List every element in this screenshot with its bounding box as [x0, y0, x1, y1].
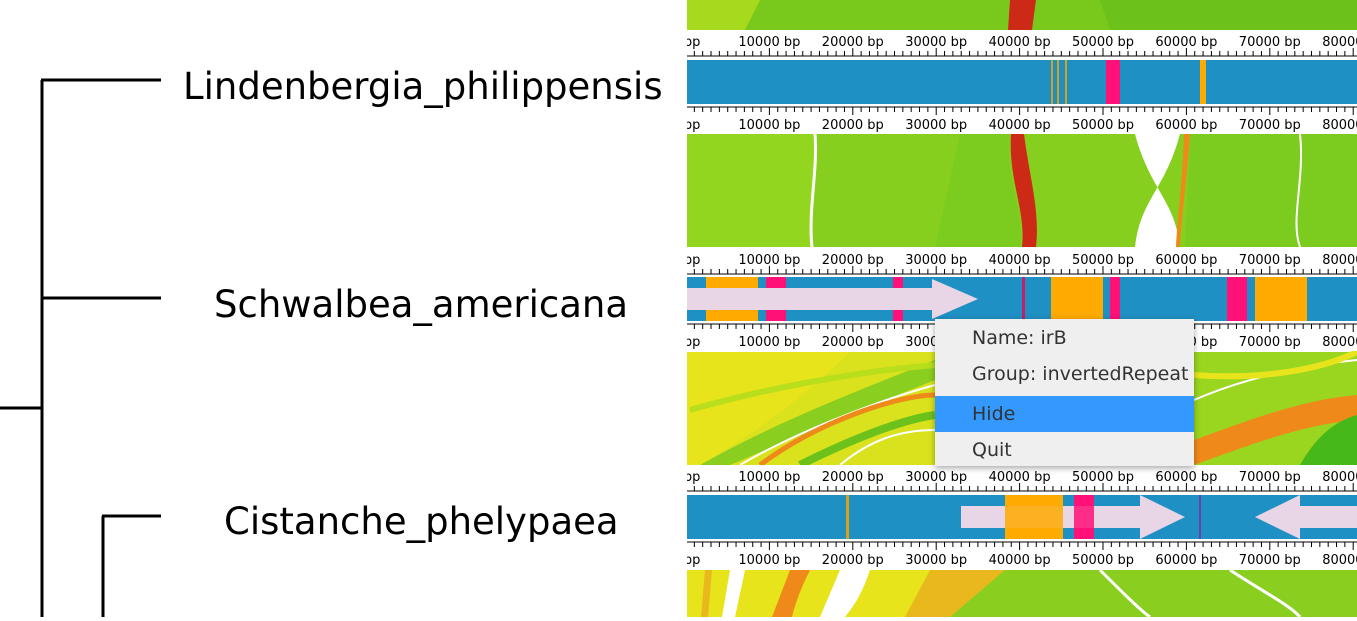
ruler-tick-label: 60000 bp [1155, 253, 1217, 268]
synteny-band-top [687, 0, 1357, 30]
ruler-tick-label: 0 bp [672, 553, 701, 568]
ruler-tick-label: 60000 bp [1155, 470, 1217, 485]
ruler-tick-label: 40000 bp [989, 253, 1051, 268]
ruler-tick-label: 30000 bp [905, 253, 967, 268]
ruler-background [687, 248, 1357, 278]
ruler-tick-label: 20000 bp [822, 335, 884, 350]
synteny-band-bottom [687, 568, 1357, 617]
ruler-tick-label: 50000 bp [1072, 470, 1134, 485]
ruler-tick-label: 50000 bp [1072, 553, 1134, 568]
ruler-background [687, 539, 1357, 569]
ruler-tick-label: 50000 bp [1072, 118, 1134, 133]
ruler-tick-label: 60000 bp [1155, 118, 1217, 133]
ruler-tick-label: 40000 bp [989, 553, 1051, 568]
ruler-tick-label: 20000 bp [822, 118, 884, 133]
ruler-tick-label: 30000 bp [905, 470, 967, 485]
ruler-tick-label: 10000 bp [738, 553, 800, 568]
context-menu: Name: irB Group: invertedRepeat Hide Qui… [935, 319, 1194, 466]
menu-item-hide[interactable]: Hide [935, 396, 1194, 432]
feature-arrow-irb-cistanche[interactable] [1255, 495, 1357, 539]
ruler-tick-label: 70000 bp [1239, 553, 1301, 568]
ruler-tick-label: 30000 bp [905, 35, 967, 50]
ruler-tick-label: 70000 bp [1239, 253, 1301, 268]
ruler-tick-label: 60000 bp [1155, 553, 1217, 568]
phylogenetic-tree [0, 78, 161, 617]
ruler-tick-label: 30000 bp [905, 553, 967, 568]
genome-track-lindenbergia [687, 60, 1357, 104]
ruler-tick-label: 40000 bp [989, 470, 1051, 485]
ruler-tick-label: 0 bp [672, 335, 701, 350]
ruler-tick-label: 20000 bp [822, 253, 884, 268]
ruler-tick-label: 10000 bp [738, 118, 800, 133]
menu-item-group: Group: invertedRepeat [972, 363, 1189, 385]
genome-track-cistanche [687, 495, 1357, 539]
ruler-tick-label: 20000 bp [822, 470, 884, 485]
ruler-tick-label: 50000 bp [1072, 253, 1134, 268]
ruler-tick-label: 0 bp [672, 470, 701, 485]
feature-arrow-irb[interactable] [687, 279, 978, 319]
ruler-background [687, 104, 1357, 134]
ruler-tick-label: 0 bp [672, 118, 701, 133]
menu-item-quit[interactable]: Quit [972, 439, 1012, 461]
ruler-tick-label: 10000 bp [738, 253, 800, 268]
taxon-label-cistanche: Cistanche_phelypaea [224, 500, 619, 543]
ruler-tick-label: 40000 bp [989, 35, 1051, 50]
menu-item-name: Name: irB [972, 327, 1067, 349]
synteny-panel: 0 bp 10000 bp 20000 bp 30000 bp 40000 bp 5000… [672, 0, 1357, 617]
ruler-tick-label: 40000 bp [989, 118, 1051, 133]
taxon-label-schwalbea: Schwalbea_americana [214, 283, 629, 326]
ruler-background [687, 30, 1357, 60]
synteny-band-lindenbergia-schwalbea [687, 133, 1357, 248]
ruler-tick-label: 10000 bp [738, 335, 800, 350]
genome-track-schwalbea [687, 277, 1357, 321]
ruler-tick-label: 10000 bp [738, 35, 800, 50]
ruler-tick-label: 0 bp [672, 35, 701, 50]
ruler-tick-label: 10000 bp [738, 470, 800, 485]
ruler-tick-label: 70000 bp [1239, 470, 1301, 485]
ruler-tick-label: 70000 bp [1239, 118, 1301, 133]
ruler-background [687, 465, 1357, 495]
ruler-tick-label: 0 bp [672, 253, 701, 268]
taxon-label-lindenbergia: Lindenbergia_philippensis [183, 65, 663, 108]
ruler-tick-label: 70000 bp [1239, 35, 1301, 50]
ruler-tick-label: 50000 bp [1072, 35, 1134, 50]
ruler-tick-label: 60000 bp [1155, 35, 1217, 50]
ruler-tick-label: 20000 bp [822, 553, 884, 568]
ruler-tick-label: 70000 bp [1239, 335, 1301, 350]
ruler-tick-label: 30000 bp [905, 118, 967, 133]
ruler-tick-label: 20000 bp [822, 35, 884, 50]
